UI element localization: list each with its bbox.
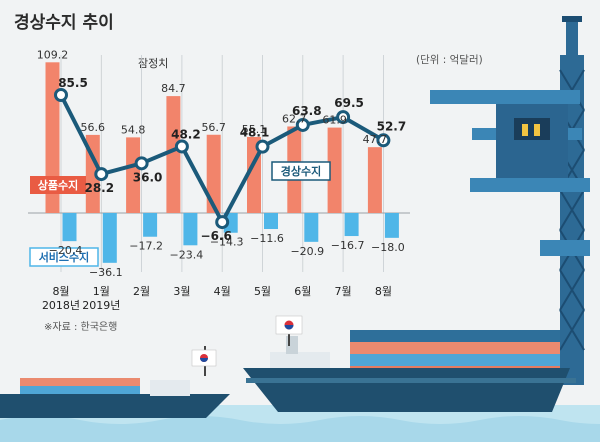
value-label-service: −20.9 — [290, 245, 324, 258]
bar-service — [62, 213, 77, 242]
unit-label: (단위 : 억달러) — [416, 53, 483, 66]
value-labels: 109.2 −20.4 56.6 −36.1 54.8 −17.2 84.7 −23.4 56.… — [37, 48, 406, 279]
chart-title: 경상수지 추이 — [14, 13, 114, 33]
bar-service — [102, 213, 117, 263]
annotation-provisional: 잠정치 — [138, 57, 168, 70]
current-account-point — [295, 117, 310, 132]
value-label-goods: 56.6 — [81, 121, 106, 134]
bar-service — [344, 213, 359, 237]
current-account-point — [94, 167, 109, 182]
current-account-point — [336, 110, 351, 125]
value-label-goods: 109.2 — [37, 48, 69, 61]
value-label-service: −17.2 — [129, 240, 163, 253]
crane-icon — [430, 16, 590, 385]
legend-goods-label: 상품수지 — [38, 178, 78, 192]
bar-goods — [206, 134, 221, 213]
x-tick-label: 8월 — [52, 285, 69, 298]
value-label-current: 85.5 — [58, 76, 88, 90]
value-label-service: −14.3 — [210, 236, 244, 249]
bar-service — [143, 213, 158, 237]
value-label-current: 48.1 — [240, 126, 270, 140]
value-label-goods: 56.7 — [201, 121, 226, 134]
source-note: ※자료 : 한국은행 — [44, 321, 117, 333]
bar-service — [183, 213, 198, 246]
legend-service: 서비스수지 — [29, 247, 99, 267]
current-account-point — [255, 139, 270, 154]
bar-goods — [166, 96, 181, 213]
legend-goods: 상품수지 — [30, 176, 86, 194]
bar-service — [304, 213, 319, 242]
value-label-goods: 54.8 — [121, 123, 146, 136]
value-label-goods: 47.7 — [363, 133, 388, 146]
cargo-ship-small-icon — [0, 346, 230, 418]
legend-service-label: 서비스수지 — [39, 250, 90, 264]
legend-current: 경상수지 — [271, 161, 331, 181]
x-tick-label: 5월 — [254, 285, 271, 298]
value-label-service: −18.0 — [371, 241, 405, 254]
value-label-current: −6.6 — [201, 229, 232, 243]
legend-goods-swatch — [30, 176, 86, 194]
current-account-point — [215, 215, 230, 230]
bar-goods — [367, 147, 382, 213]
bar-goods — [126, 137, 141, 213]
value-label-current: 28.2 — [84, 181, 114, 195]
value-label-service: −20.4 — [49, 244, 83, 257]
value-label-service: −23.4 — [170, 248, 204, 261]
legend-service-swatch — [29, 247, 99, 267]
value-label-goods: 84.7 — [161, 82, 186, 95]
legend-current-label: 경상수지 — [281, 164, 321, 178]
bar-service — [384, 213, 399, 238]
legend-current-swatch — [271, 161, 331, 181]
bar-service — [264, 213, 278, 230]
value-label-goods: 61.9 — [322, 114, 347, 127]
x-tick-label: 8월 — [375, 285, 392, 298]
current-account-point — [174, 139, 189, 154]
current-account-point — [134, 156, 149, 171]
current-account-line — [54, 88, 391, 230]
value-label-service: −36.1 — [89, 266, 123, 279]
sea-wave — [0, 416, 600, 442]
value-label-service: −16.7 — [331, 239, 365, 252]
value-label-current: 48.2 — [171, 127, 201, 141]
x-tick-label: 2018년 — [42, 299, 80, 312]
current-account-point — [54, 88, 68, 103]
x-tick-label: 1월 — [93, 285, 110, 298]
cargo-ship-large-icon — [243, 315, 576, 412]
current-account-point — [376, 133, 391, 148]
value-label-current: 69.5 — [334, 96, 364, 110]
x-tick-label: 2019년 — [82, 299, 120, 312]
value-label-goods: 62.7 — [282, 112, 307, 125]
bar-goods — [327, 127, 342, 213]
x-tick-label: 6월 — [294, 285, 311, 298]
value-label-current: 63.8 — [292, 104, 322, 118]
value-label-goods: 55.1 — [242, 123, 267, 136]
value-label-current: 52.7 — [377, 119, 407, 133]
harbor-illustration — [0, 16, 600, 442]
x-tick-label: 2월 — [133, 285, 150, 298]
x-tick-label: 7월 — [335, 285, 352, 298]
value-label-service: −11.6 — [250, 232, 284, 245]
bar-goods — [45, 62, 60, 213]
x-tick-label: 4월 — [214, 285, 231, 298]
value-label-current: 36.0 — [133, 170, 163, 184]
x-tick-label: 3월 — [173, 285, 190, 298]
